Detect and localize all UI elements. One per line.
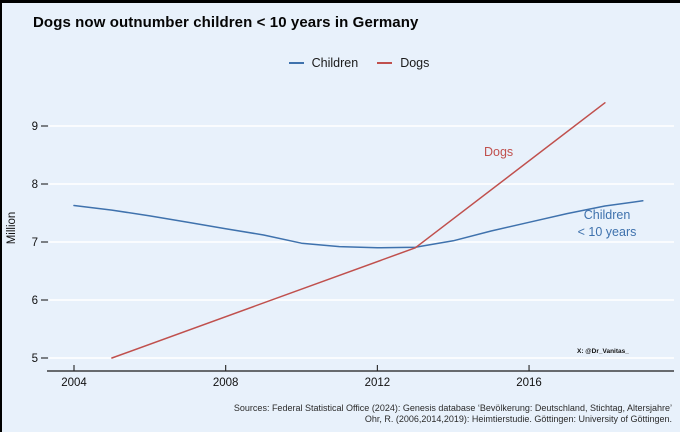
legend-item-dogs: Dogs [377,56,429,70]
x-tick-label: 2008 [213,377,239,389]
y-tick-label: 6 [32,295,38,307]
y-tick-label: 9 [32,121,38,133]
x-tick-label: 2012 [365,377,391,389]
sources-line-1: Sources: Federal Statistical Office (202… [233,403,672,413]
children-series-label: Children < 10 years [577,208,637,239]
legend-label-children: Children [311,56,359,70]
children-line-swatch [288,62,304,64]
chart-title: Dogs now outnumber children < 10 years i… [33,14,419,31]
series-line-dogs [111,102,606,359]
y-tick-label: 8 [32,179,38,191]
dogs-line-swatch [377,62,393,64]
y-tick-label: 7 [32,237,38,249]
x-tick-label: 2016 [516,377,542,389]
dogs-series-label: Dogs [484,145,514,159]
y-axis-label: Million [6,211,18,245]
legend: Children Dogs [2,56,680,70]
sources-note: Sources: Federal Statistical Office (202… [234,403,672,425]
legend-item-children: Children [288,56,359,70]
sources-line-2: Ohr, R. (2006,2014,2019): Heimtierstudie… [364,414,672,424]
series-line-children [73,200,644,249]
y-tick-label: 5 [32,353,38,365]
x-tick-label: 2004 [61,377,87,389]
chart-svg: 5 6 7 8 9 2004 2008 2012 2016 [32,102,674,389]
legend-label-dogs: Dogs [400,56,430,70]
watermark: X: @Dr_Vanitas_ [577,348,629,355]
